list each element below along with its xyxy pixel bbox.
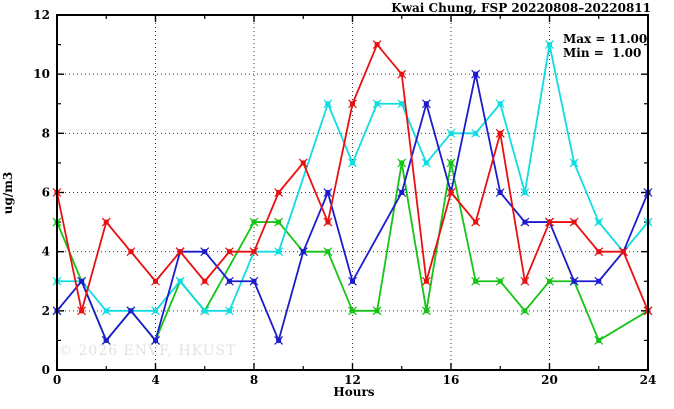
series-cyan-marker xyxy=(153,308,158,314)
series-green-marker xyxy=(596,337,602,343)
series-red-marker xyxy=(276,190,282,195)
series-red-marker xyxy=(103,219,109,225)
series-red-marker xyxy=(547,219,552,225)
series-blue-marker xyxy=(103,337,109,343)
series-red-marker xyxy=(325,219,331,225)
series-cyan-marker xyxy=(202,308,208,314)
series-red-marker xyxy=(350,101,355,107)
series-cyan-marker xyxy=(177,278,183,284)
series-red-marker xyxy=(522,278,528,284)
series-blue-marker xyxy=(202,249,208,255)
series-green-marker xyxy=(325,249,331,255)
series-blue-marker xyxy=(251,278,257,284)
stats-box: Max = 11.00 Min = 1.00 xyxy=(563,32,647,60)
series-cyan-marker xyxy=(473,130,479,136)
y-tick-label: 8 xyxy=(42,126,50,140)
series-blue-marker xyxy=(128,308,134,314)
series-cyan-marker xyxy=(399,101,405,107)
series-blue-marker xyxy=(473,71,479,77)
series-cyan-line xyxy=(57,43,649,312)
series-blue-marker xyxy=(226,278,232,284)
series-cyan-marker xyxy=(276,249,282,255)
series-blue-marker xyxy=(497,190,503,195)
series-blue-marker xyxy=(596,278,602,284)
series-red-marker xyxy=(423,278,429,284)
series-blue-marker xyxy=(399,190,405,195)
series-red-marker xyxy=(448,190,454,195)
series-red-marker xyxy=(399,71,405,77)
series-red-marker xyxy=(202,278,208,284)
series-red-marker xyxy=(177,249,183,255)
series-red-marker xyxy=(571,219,577,225)
series-red-marker xyxy=(473,219,479,225)
series-cyan-marker xyxy=(423,160,429,166)
series-blue-marker xyxy=(350,278,355,284)
series-red-marker xyxy=(128,249,134,255)
y-axis-label: ug/m3 xyxy=(1,171,15,215)
series-blue-marker xyxy=(325,190,331,195)
series-cyan-marker xyxy=(226,308,232,314)
series-cyan-marker xyxy=(325,101,331,107)
y-tick-label: 6 xyxy=(42,186,50,200)
series-blue-marker xyxy=(423,101,429,107)
x-tick-label: 16 xyxy=(443,373,460,387)
x-tick-label: 12 xyxy=(344,373,361,387)
series-blue-marker xyxy=(276,337,282,343)
chart-title: Kwai Chung, FSP 20220808–20220811 xyxy=(391,1,651,15)
series-green-marker xyxy=(251,219,257,225)
series-red-marker xyxy=(596,249,602,255)
series-red-marker xyxy=(620,249,626,255)
series-cyan-marker xyxy=(571,160,577,166)
x-tick-label: 24 xyxy=(640,373,657,387)
series-cyan-marker xyxy=(522,190,528,195)
series-red-marker xyxy=(497,130,503,136)
y-tick-label: 12 xyxy=(33,8,50,22)
series-green-marker xyxy=(399,160,405,166)
y-tick-label: 10 xyxy=(33,67,50,81)
series-blue-marker xyxy=(153,337,158,343)
min-value-label: Min = 1.00 xyxy=(563,46,642,60)
series-green-marker xyxy=(276,219,282,225)
y-tick-label: 2 xyxy=(42,304,50,318)
series-green-marker xyxy=(522,308,528,314)
x-tick-label: 8 xyxy=(250,373,258,387)
series-red-marker xyxy=(300,160,306,166)
y-tick-label: 0 xyxy=(42,363,50,377)
series-blue-marker xyxy=(79,278,85,284)
series-blue-marker xyxy=(522,219,528,225)
x-tick-label: 20 xyxy=(541,373,558,387)
series-blue-marker xyxy=(571,278,577,284)
series-green-marker xyxy=(473,278,479,284)
series-cyan-marker xyxy=(103,308,109,314)
series-green-marker xyxy=(350,308,355,314)
x-tick-label: 0 xyxy=(53,373,61,387)
max-value-label: Max = 11.00 xyxy=(563,32,648,46)
series-red-line xyxy=(56,43,649,312)
series-green-marker xyxy=(448,160,454,166)
series-blue-line xyxy=(56,73,649,342)
series-red-marker xyxy=(226,249,232,255)
series-cyan-marker xyxy=(547,42,552,48)
series-cyan-marker xyxy=(497,101,503,107)
series-cyan-marker xyxy=(374,101,380,107)
series-blue-marker xyxy=(300,249,306,255)
plot-border xyxy=(56,14,649,371)
series-green-marker xyxy=(423,308,429,314)
series-green-marker xyxy=(497,278,503,284)
series-green-marker xyxy=(547,278,552,284)
x-axis-label: Hours xyxy=(333,385,375,399)
series-red-marker xyxy=(79,308,85,314)
y-tick-label: 4 xyxy=(42,245,50,259)
series-red-marker xyxy=(251,249,257,255)
series-red-marker xyxy=(153,278,158,284)
x-tick-label: 4 xyxy=(151,373,159,387)
series-green-marker xyxy=(374,308,380,314)
series-cyan-marker xyxy=(596,219,602,225)
watermark: © 2026 ENVF, HKUST xyxy=(58,343,237,359)
series-red-marker xyxy=(374,42,380,48)
series-cyan-marker xyxy=(448,130,454,136)
series-cyan-marker xyxy=(350,160,355,166)
